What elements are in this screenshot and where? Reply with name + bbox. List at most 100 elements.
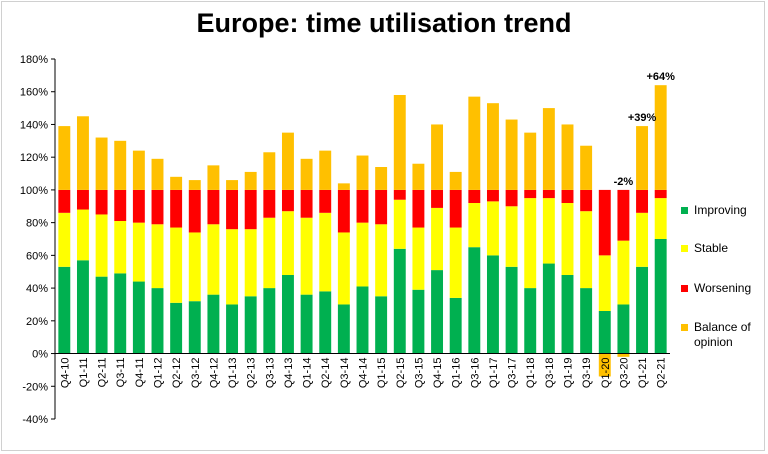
x-tick-label: Q4-15 bbox=[432, 358, 444, 389]
x-tick-label: Q3-13 bbox=[264, 358, 276, 389]
bar-improving bbox=[598, 311, 611, 354]
bar-stable bbox=[58, 212, 71, 267]
bar-balance-of-opinion bbox=[561, 124, 574, 190]
bar-improving bbox=[393, 248, 406, 354]
bar-balance-of-opinion bbox=[114, 140, 127, 190]
bar-improving bbox=[58, 266, 71, 354]
bar-worsening bbox=[636, 189, 649, 213]
bar-stable bbox=[263, 217, 276, 289]
x-tick-label: Q1-13 bbox=[227, 358, 239, 389]
bar-improving bbox=[524, 288, 537, 354]
x-tick-label: Q3-12 bbox=[190, 358, 202, 389]
bar-stable bbox=[542, 198, 555, 264]
bar-stable bbox=[654, 198, 667, 239]
legend-item-balance-of-opinion: Balance of opinion bbox=[681, 320, 764, 350]
bar-improving bbox=[281, 275, 294, 354]
bar-stable bbox=[132, 222, 145, 282]
bar-stable bbox=[486, 201, 499, 256]
bar-improving bbox=[505, 266, 518, 354]
x-tick-label: Q4-11 bbox=[134, 358, 146, 388]
bar-balance-of-opinion bbox=[542, 108, 555, 190]
bar-balance-of-opinion bbox=[281, 132, 294, 190]
x-tick-label: Q3-11 bbox=[115, 358, 127, 388]
bar-worsening bbox=[375, 189, 388, 225]
bar-balance-of-opinion bbox=[244, 171, 257, 190]
x-tick-label: Q2-14 bbox=[320, 358, 332, 389]
legend-label-stable: Stable bbox=[694, 241, 729, 255]
bar-improving bbox=[431, 270, 444, 354]
bar-improving bbox=[76, 260, 89, 354]
y-tick-label: 160% bbox=[20, 87, 48, 99]
y-tick-label: -40% bbox=[22, 414, 48, 426]
x-tick-label: Q3-20 bbox=[618, 358, 630, 389]
bar-worsening bbox=[244, 189, 257, 230]
bar-stable bbox=[226, 229, 239, 305]
bar-balance-of-opinion bbox=[132, 150, 145, 190]
bar-stable bbox=[76, 209, 89, 261]
bar-improving bbox=[300, 294, 313, 354]
bar-stable bbox=[114, 221, 127, 274]
bar-balance-of-opinion bbox=[505, 119, 518, 190]
bar-balance-of-opinion bbox=[207, 165, 220, 190]
bar-stable bbox=[431, 207, 444, 271]
x-tick-label: Q1-18 bbox=[525, 358, 537, 389]
legend-item-improving: Improving bbox=[681, 203, 747, 218]
legend-item-stable: Stable bbox=[681, 241, 728, 256]
y-tick-label: 140% bbox=[20, 119, 48, 131]
y-tick-label: 60% bbox=[26, 250, 48, 262]
x-tick-label: Q1-15 bbox=[376, 358, 388, 389]
bar-worsening bbox=[561, 189, 574, 203]
bar-balance-of-opinion bbox=[654, 85, 667, 190]
x-tick-label: Q2-21 bbox=[656, 358, 668, 389]
bar-balance-of-opinion bbox=[393, 95, 406, 190]
bar-stable bbox=[356, 222, 369, 287]
bar-worsening bbox=[431, 189, 444, 208]
y-tick-label: 180% bbox=[20, 54, 48, 66]
x-tick-label: Q1-12 bbox=[153, 358, 165, 389]
bar-worsening bbox=[337, 189, 350, 233]
bar-balance-of-opinion bbox=[319, 150, 332, 190]
legend-label-balance-of-opinion: Balance of opinion bbox=[694, 320, 751, 349]
bar-worsening bbox=[319, 189, 332, 213]
bar-balance-of-opinion bbox=[486, 103, 499, 190]
bar-balance-of-opinion bbox=[188, 180, 201, 190]
bar-stable bbox=[412, 227, 425, 290]
bar-improving bbox=[580, 288, 593, 354]
bar-worsening bbox=[170, 189, 183, 228]
x-tick-label: Q2-15 bbox=[395, 358, 407, 389]
bar-improving bbox=[151, 288, 164, 354]
x-tick-label: Q1-19 bbox=[563, 358, 575, 389]
bar-improving bbox=[207, 294, 220, 354]
bar-worsening bbox=[542, 189, 555, 199]
data-label-annotation: +39% bbox=[628, 112, 657, 124]
bar-worsening bbox=[300, 189, 313, 218]
bar-stable bbox=[561, 203, 574, 275]
x-tick-label: Q1-21 bbox=[637, 358, 649, 389]
x-tick-label: Q3-16 bbox=[469, 358, 481, 389]
y-tick-label: 80% bbox=[26, 218, 48, 230]
bar-worsening bbox=[58, 189, 71, 213]
x-tick-label: Q4-12 bbox=[208, 358, 220, 389]
bar-balance-of-opinion bbox=[263, 152, 276, 190]
bar-stable bbox=[449, 227, 462, 298]
bar-worsening bbox=[468, 189, 481, 203]
bar-worsening bbox=[132, 189, 145, 223]
bar-improving bbox=[654, 239, 667, 354]
bar-balance-of-opinion bbox=[449, 171, 462, 190]
x-tick-label: Q4-14 bbox=[358, 358, 370, 389]
bar-improving bbox=[132, 281, 145, 354]
bar-worsening bbox=[617, 189, 630, 241]
bar-balance-of-opinion bbox=[170, 176, 183, 190]
x-tick-label: Q4-10 bbox=[59, 358, 71, 389]
y-tick-label: 40% bbox=[26, 283, 48, 295]
legend-label-worsening: Worsening bbox=[694, 281, 752, 295]
x-tick-label: Q1-11 bbox=[78, 358, 90, 388]
x-tick-label: Q1-14 bbox=[302, 358, 314, 389]
bar-balance-of-opinion bbox=[337, 183, 350, 190]
bar-worsening bbox=[188, 189, 201, 233]
x-tick-label: Q2-13 bbox=[246, 358, 258, 389]
bar-stable bbox=[636, 212, 649, 267]
bar-stable bbox=[281, 211, 294, 275]
bar-improving bbox=[188, 301, 201, 354]
